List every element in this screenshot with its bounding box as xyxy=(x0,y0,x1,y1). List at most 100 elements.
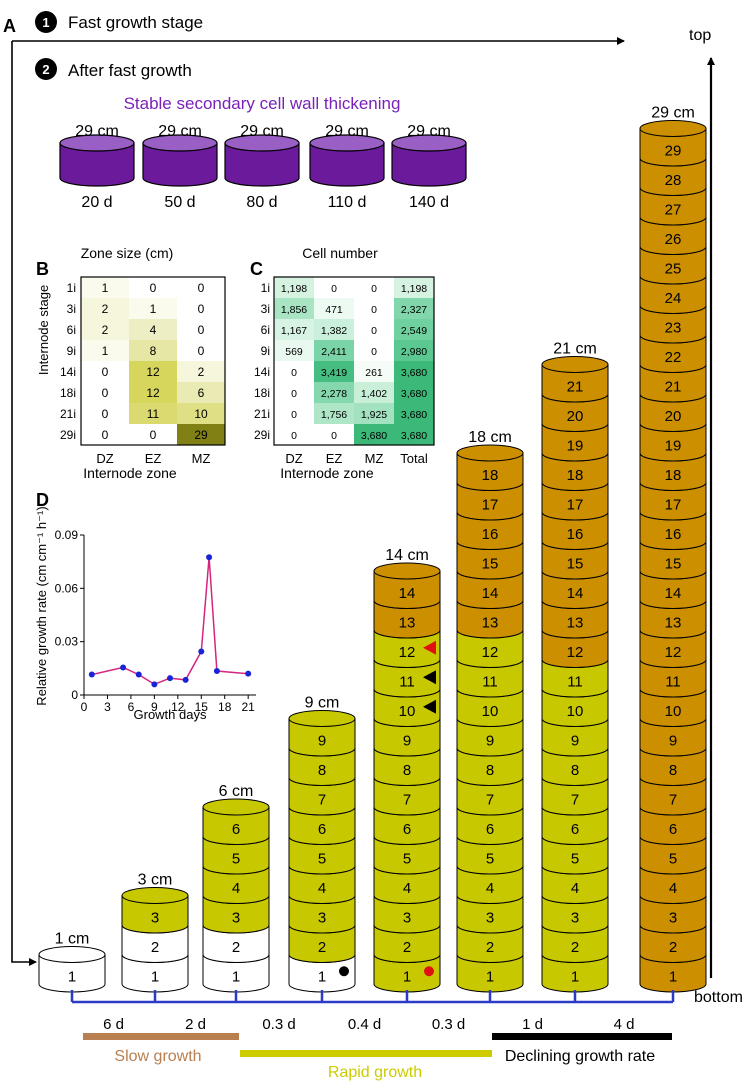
internode-segment xyxy=(541,541,609,580)
internode-node xyxy=(288,710,356,727)
heatmap-cell xyxy=(177,319,225,340)
stable-wall-title: Stable secondary cell wall thickening xyxy=(124,94,401,113)
heatmap-cell xyxy=(129,319,177,340)
column-label: MZ xyxy=(192,451,211,466)
internode-number: 1 xyxy=(669,968,677,985)
cell-value: 1 xyxy=(150,302,157,316)
cell-value: 3,680 xyxy=(401,430,427,442)
heatmap-cell xyxy=(81,298,129,319)
internode-segment xyxy=(456,600,524,639)
cell-value: 3,680 xyxy=(401,388,427,400)
x-tick-label: 9 xyxy=(151,700,158,714)
internode-segment xyxy=(639,747,707,786)
heatmap-cell xyxy=(274,340,314,361)
heatmap-cell xyxy=(177,277,225,298)
internode-segment xyxy=(541,452,609,491)
stable-height-label: 29 cm xyxy=(158,123,202,140)
internode-segment xyxy=(639,659,707,698)
x-tick-label: 0 xyxy=(81,700,88,714)
internode-number: 10 xyxy=(482,703,499,720)
internode-segment xyxy=(639,275,707,314)
internode-segment xyxy=(639,777,707,816)
internode-segment xyxy=(288,865,356,904)
panel-a-label: A xyxy=(3,16,16,36)
heatmap-cell xyxy=(274,361,314,382)
cell-value: 0 xyxy=(198,323,205,337)
data-point xyxy=(120,664,127,671)
internode-number: 2 xyxy=(571,939,579,956)
heatmap-cell xyxy=(129,382,177,403)
internode-segment xyxy=(639,157,707,196)
internode-number: 1 xyxy=(318,968,326,985)
internode-segment xyxy=(373,747,441,786)
cell-value: 0 xyxy=(291,430,297,442)
cylinder-top xyxy=(224,134,300,152)
internode-segment xyxy=(541,659,609,698)
heatmap-cell xyxy=(129,298,177,319)
internode-number: 24 xyxy=(665,290,682,307)
panel-b-title: Zone size (cm) xyxy=(81,245,174,261)
cell-value: 3,419 xyxy=(321,367,347,379)
declining-growth-label: Declining growth rate xyxy=(505,1048,655,1065)
internode-number: 4 xyxy=(403,880,411,897)
heatmap-cell xyxy=(177,403,225,424)
internode-segment xyxy=(38,954,106,993)
internode-segment xyxy=(202,924,270,963)
internode-number: 4 xyxy=(571,880,579,897)
cylinder-top xyxy=(391,134,467,152)
internode-number: 3 xyxy=(669,909,677,926)
stage-2-badge xyxy=(35,58,57,80)
y-tick-label: 0 xyxy=(71,688,78,702)
heatmap-cell xyxy=(354,424,394,445)
x-tick-label: 18 xyxy=(218,700,232,714)
internode-segment xyxy=(456,777,524,816)
internode-number: 12 xyxy=(399,644,416,661)
cell-value: 0 xyxy=(371,346,377,358)
heatmap-cell xyxy=(354,361,394,382)
internode-number: 16 xyxy=(665,526,682,543)
internode-number: 25 xyxy=(665,260,682,277)
internode-segment xyxy=(541,364,609,403)
internode-number: 20 xyxy=(567,408,584,425)
timeline-interval: 6 d xyxy=(103,1016,124,1033)
cell-value: 0 xyxy=(291,367,297,379)
internode-segment xyxy=(541,600,609,639)
internode-number: 12 xyxy=(567,644,584,661)
rapid-growth-bar xyxy=(240,1050,492,1057)
internode-node xyxy=(373,562,441,580)
internode-segment xyxy=(541,423,609,462)
stage-1-badge xyxy=(35,11,57,33)
y-tick-label: 0.09 xyxy=(55,528,79,542)
heatmap-cell xyxy=(274,403,314,424)
internode-number: 5 xyxy=(232,850,240,867)
internode-number: 16 xyxy=(482,526,499,543)
heatmap-cell xyxy=(274,277,314,298)
red-triangle-marker xyxy=(423,640,436,655)
internode-segment xyxy=(639,541,707,580)
heatmap-cell xyxy=(354,340,394,361)
row-label: 18i xyxy=(60,386,76,400)
cell-value: 2,278 xyxy=(321,388,347,400)
internode-number: 11 xyxy=(399,673,415,690)
cell-value: 2,411 xyxy=(321,346,347,358)
heatmap-cell xyxy=(129,361,177,382)
column-label: Total xyxy=(400,451,428,466)
internode-segment xyxy=(288,954,356,993)
internode-segment xyxy=(456,718,524,757)
heatmap-cell xyxy=(394,424,434,445)
heatmap-cell xyxy=(354,382,394,403)
internode-segment xyxy=(456,659,524,698)
cell-value: 0 xyxy=(150,281,157,295)
internode-number: 1 xyxy=(151,968,159,985)
internode-segment xyxy=(639,216,707,255)
internode-segment xyxy=(456,895,524,934)
internode-number: 26 xyxy=(665,231,682,248)
timeline-interval: 1 d xyxy=(522,1016,543,1033)
black-dot-marker xyxy=(339,966,349,977)
internode-segment xyxy=(639,629,707,668)
cell-value: 1,167 xyxy=(281,325,307,337)
red-dot-marker xyxy=(424,966,434,977)
row-label: 9i xyxy=(67,344,76,358)
